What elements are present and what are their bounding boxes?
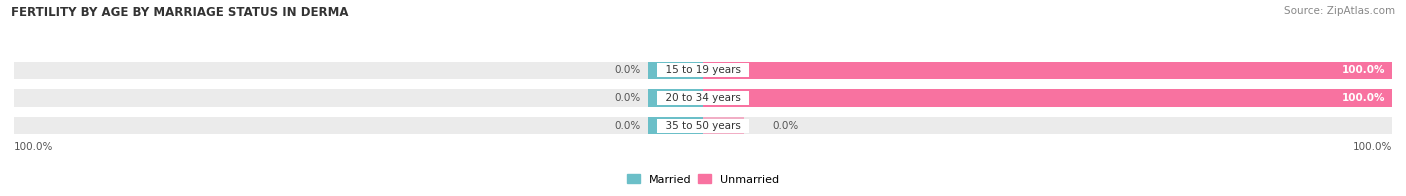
Text: 0.0%: 0.0% xyxy=(772,121,799,131)
Text: 0.0%: 0.0% xyxy=(614,65,641,75)
Bar xyxy=(14,62,1392,79)
Text: 100.0%: 100.0% xyxy=(1341,65,1385,75)
Text: 100.0%: 100.0% xyxy=(1341,93,1385,103)
Text: 35 to 50 years: 35 to 50 years xyxy=(659,121,747,131)
Text: 100.0%: 100.0% xyxy=(14,142,53,152)
Bar xyxy=(648,89,703,107)
Bar xyxy=(14,117,1392,134)
Text: 0.0%: 0.0% xyxy=(614,93,641,103)
Text: 0.0%: 0.0% xyxy=(614,121,641,131)
Legend: Married, Unmarried: Married, Unmarried xyxy=(621,170,785,189)
Bar xyxy=(648,62,703,79)
Text: FERTILITY BY AGE BY MARRIAGE STATUS IN DERMA: FERTILITY BY AGE BY MARRIAGE STATUS IN D… xyxy=(11,6,349,19)
Text: 15 to 19 years: 15 to 19 years xyxy=(659,65,747,75)
Bar xyxy=(703,89,1392,107)
Text: Source: ZipAtlas.com: Source: ZipAtlas.com xyxy=(1284,6,1395,16)
Text: 100.0%: 100.0% xyxy=(1353,142,1392,152)
Bar xyxy=(703,117,744,134)
Bar xyxy=(703,62,1392,79)
Bar xyxy=(648,117,703,134)
Text: 20 to 34 years: 20 to 34 years xyxy=(659,93,747,103)
Bar xyxy=(14,89,1392,107)
